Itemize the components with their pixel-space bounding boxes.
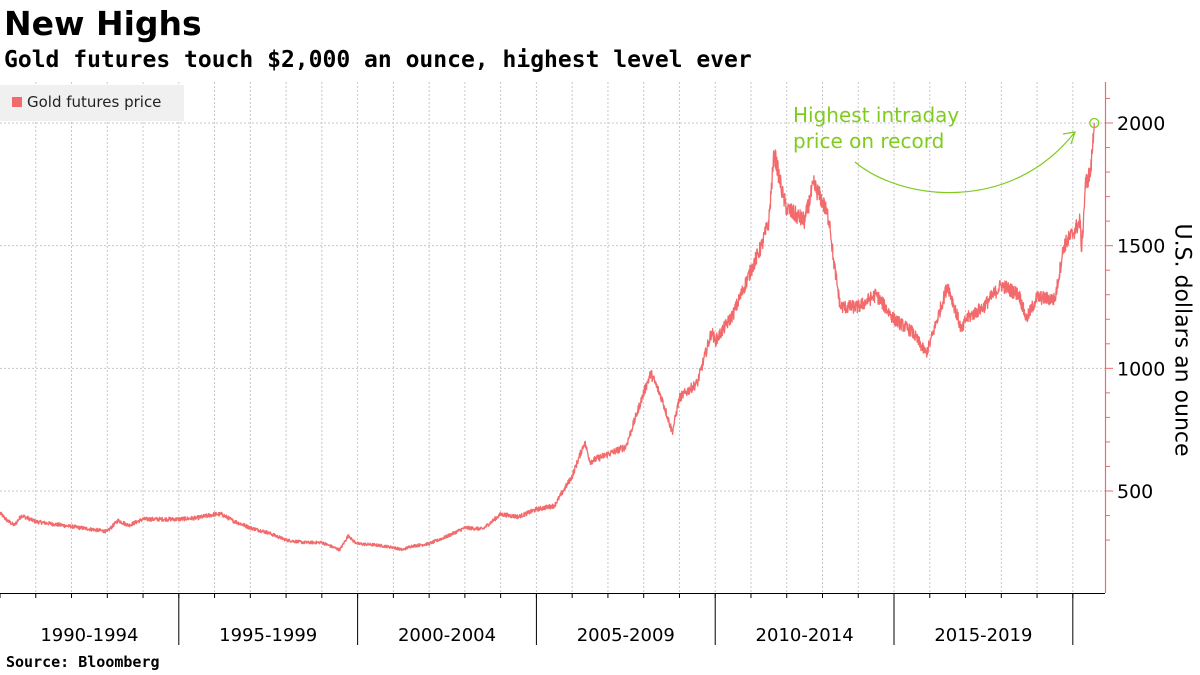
- y-tick-label: 2000: [1117, 113, 1165, 135]
- y-tick-label: 1500: [1117, 236, 1165, 258]
- x-group-label: 2010-2014: [756, 625, 854, 646]
- y-axis-label: U.S. dollars an ounce: [1169, 223, 1195, 457]
- chart-title: New Highs: [4, 4, 202, 43]
- annotation-arrow: [854, 131, 1076, 194]
- x-group-label: 2005-2009: [577, 625, 675, 646]
- series-line-gold-futures: [0, 122, 1095, 552]
- legend-swatch: [12, 97, 22, 107]
- chart-subtitle: Gold futures touch $2,000 an ounce, high…: [4, 47, 752, 73]
- record-high-marker: [1089, 117, 1100, 129]
- vertical-gridlines: [35, 82, 1074, 593]
- y-tick-label: 500: [1117, 481, 1153, 503]
- x-group-label: 2015-2019: [934, 625, 1032, 646]
- annotation-arrowhead: [1062, 131, 1076, 145]
- record-high-annotation: Highest intraday price on record: [793, 103, 960, 153]
- y-axis-tick-labels: 500 1000 1500 2000: [1117, 113, 1165, 503]
- chart-axes: [0, 82, 1113, 645]
- legend: [0, 85, 184, 121]
- y-tick-label: 1000: [1117, 358, 1165, 380]
- x-axis-group-labels: 1990-1994 1995-1999 2000-2004 2005-2009 2010…: [40, 625, 1032, 646]
- legend-label: Gold futures price: [27, 93, 162, 111]
- source-note: Source: Bloomberg: [6, 653, 160, 671]
- series-group: [0, 122, 1095, 552]
- x-group-label: 1990-1994: [40, 625, 138, 646]
- x-group-label: 2000-2004: [398, 625, 496, 646]
- annotation-group: [854, 117, 1100, 194]
- x-group-label: 1995-1999: [219, 625, 317, 646]
- horizontal-gridlines: [0, 122, 1105, 492]
